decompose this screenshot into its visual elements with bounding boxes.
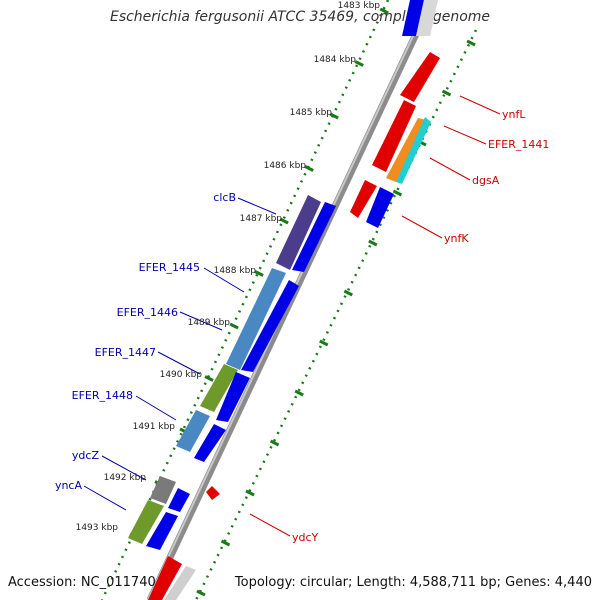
gene-clcB-box — [276, 195, 321, 270]
kbp-labels: 1483 kbp 1484 kbp 1485 kbp 1486 kbp 1487… — [76, 1, 381, 533]
gene-label-EFER-1441: EFER_1441 — [488, 138, 549, 151]
major-tick — [204, 375, 214, 382]
gene-EFER-1447-box — [200, 364, 238, 412]
gene-clcB — [292, 202, 336, 272]
gene-label-ydcZ: ydcZ — [72, 449, 100, 462]
kbp-label: 1490 kbp — [160, 370, 203, 380]
gene-ynfK-blue — [366, 187, 394, 228]
kbp-label: 1492 kbp — [104, 473, 147, 483]
inner-tick — [466, 39, 476, 47]
gene-ydcY — [206, 486, 220, 500]
major-tick — [354, 60, 364, 67]
kbp-label: 1486 kbp — [264, 161, 307, 171]
major-tick — [329, 112, 339, 120]
inner-tick — [392, 189, 403, 197]
major-tick — [254, 270, 264, 277]
gene-bottom-gray — [164, 566, 196, 600]
gene-label-clcB: clcB — [213, 191, 236, 204]
gene-EFER-1445 — [241, 280, 299, 372]
kbp-label: 1487 kbp — [240, 214, 283, 224]
forward-gene-labels: ynfL EFER_1441 dgsA ynfK ydcY — [292, 108, 549, 544]
kbp-label: 1488 kbp — [214, 266, 257, 276]
major-tick — [379, 7, 389, 15]
gene-EFER-1448 — [194, 424, 226, 462]
gene-label-EFER-1446: EFER_1446 — [117, 306, 178, 319]
kbp-label: 1485 kbp — [290, 108, 333, 118]
gene-yncA-box — [128, 500, 164, 544]
gene-ydcZ — [168, 488, 190, 512]
major-tick — [304, 165, 314, 172]
inner-tick — [196, 589, 206, 597]
gene-EFER-1447 — [216, 372, 250, 422]
gene-top-gray — [416, 0, 438, 36]
gene-ynfK — [350, 180, 377, 218]
forward-leaders — [249, 95, 501, 537]
gene-label-ydcY: ydcY — [292, 531, 319, 544]
gene-EFER-1445-box — [226, 268, 286, 370]
gene-top-blue — [402, 0, 424, 36]
inner-tick — [294, 389, 304, 397]
map-title: Escherichia fergusonii ATCC 35469, compl… — [109, 9, 491, 25]
gene-EFER-1448-box — [176, 410, 210, 452]
reverse-gene-labels: clcB EFER_1445 EFER_1446 EFER_1447 EFER_… — [55, 191, 236, 492]
inner-tick — [441, 89, 452, 97]
inner-tick — [245, 489, 255, 497]
gene-label-ynfL: ynfL — [502, 108, 526, 121]
gene-dgsA-cyan — [396, 117, 431, 184]
major-tick — [229, 322, 239, 330]
outer-tick-track — [100, 0, 390, 600]
gene-label-ynfK: ynfK — [444, 232, 469, 245]
gene-label-EFER-1448: EFER_1448 — [72, 389, 133, 402]
inner-tick — [343, 289, 353, 297]
gene-dgsA-orange — [386, 118, 426, 182]
kbp-label: 1483 kbp — [338, 1, 381, 11]
inner-ticks — [196, 39, 476, 597]
gene-label-yncA: yncA — [55, 479, 83, 492]
gene-label-EFER-1445: EFER_1445 — [139, 261, 200, 274]
gene-EFER-1441 — [372, 100, 416, 172]
accession-text: Accession: NC_011740 — [8, 575, 156, 590]
inner-tick — [269, 439, 280, 447]
kbp-label: 1491 kbp — [133, 422, 176, 432]
inner-tick — [220, 539, 231, 547]
gene-ynfL — [400, 52, 440, 102]
inner-tick — [368, 239, 378, 247]
gene-label-EFER-1447: EFER_1447 — [95, 346, 156, 359]
gene-yncA — [146, 512, 178, 550]
genome-summary-text: Topology: circular; Length: 4,588,711 bp… — [234, 575, 592, 590]
reverse-leaders — [83, 197, 277, 511]
gene-label-dgsA: dgsA — [472, 174, 500, 187]
gene-ydcZ-box — [150, 476, 176, 504]
inner-tick — [319, 339, 329, 347]
gene-bottom-red — [148, 556, 182, 600]
kbp-label: 1489 kbp — [188, 318, 231, 328]
major-tick — [279, 217, 289, 225]
kbp-label: 1484 kbp — [314, 55, 357, 65]
kbp-label: 1493 kbp — [76, 523, 119, 533]
